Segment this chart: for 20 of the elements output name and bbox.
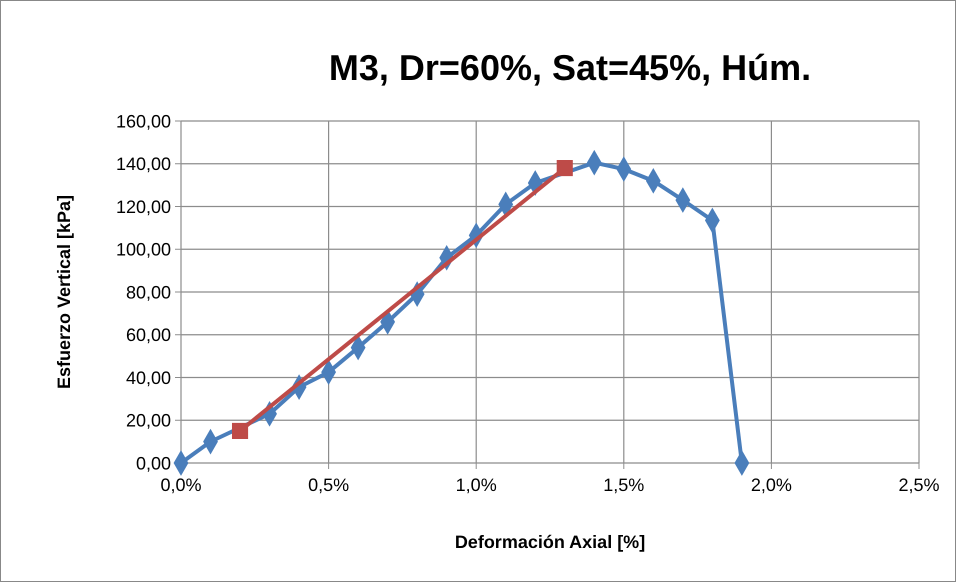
y-tick-label: 100,00 [116, 240, 171, 260]
y-tick-label: 120,00 [116, 196, 171, 217]
x-tick-label: 2,0% [750, 475, 792, 495]
point [232, 422, 248, 439]
y-tick-label: 160,00 [116, 111, 171, 132]
y-tick-label: 60,00 [126, 325, 171, 346]
point [556, 160, 573, 176]
chart-title: M3, Dr=60%, Sat=45%, Húm. [328, 47, 812, 88]
x-tick-label: 1,0% [456, 475, 497, 495]
x-tick-label: 1,5% [603, 475, 644, 495]
y-tick-label: 40,00 [126, 368, 171, 388]
x-tick-label: 0,5% [308, 475, 350, 495]
y-axis-title: Esfuerzo Vertical [kPa] [54, 194, 74, 390]
x-tick-label: 0,0% [160, 475, 202, 495]
x-tick-label: 2,5% [898, 475, 940, 495]
x-axis-title: Deformación Axial [%] [454, 532, 646, 552]
y-tick-label: 0,00 [136, 453, 171, 474]
y-tick-label: 20,00 [126, 410, 171, 431]
y-tick-label: 140,00 [116, 154, 171, 174]
y-tick-label: 80,00 [126, 282, 171, 302]
